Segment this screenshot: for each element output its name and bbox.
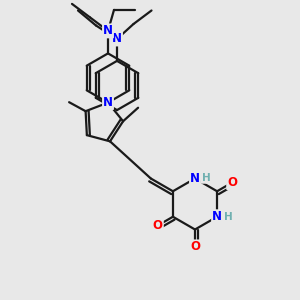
- Text: H: H: [202, 173, 211, 183]
- Text: N: N: [103, 96, 113, 109]
- Text: O: O: [227, 176, 237, 189]
- Text: O: O: [190, 240, 200, 254]
- Text: N: N: [103, 24, 113, 38]
- Text: N: N: [212, 210, 222, 223]
- Text: N: N: [112, 32, 122, 46]
- Text: H: H: [224, 212, 233, 222]
- Text: O: O: [153, 219, 163, 232]
- Text: N: N: [190, 172, 200, 185]
